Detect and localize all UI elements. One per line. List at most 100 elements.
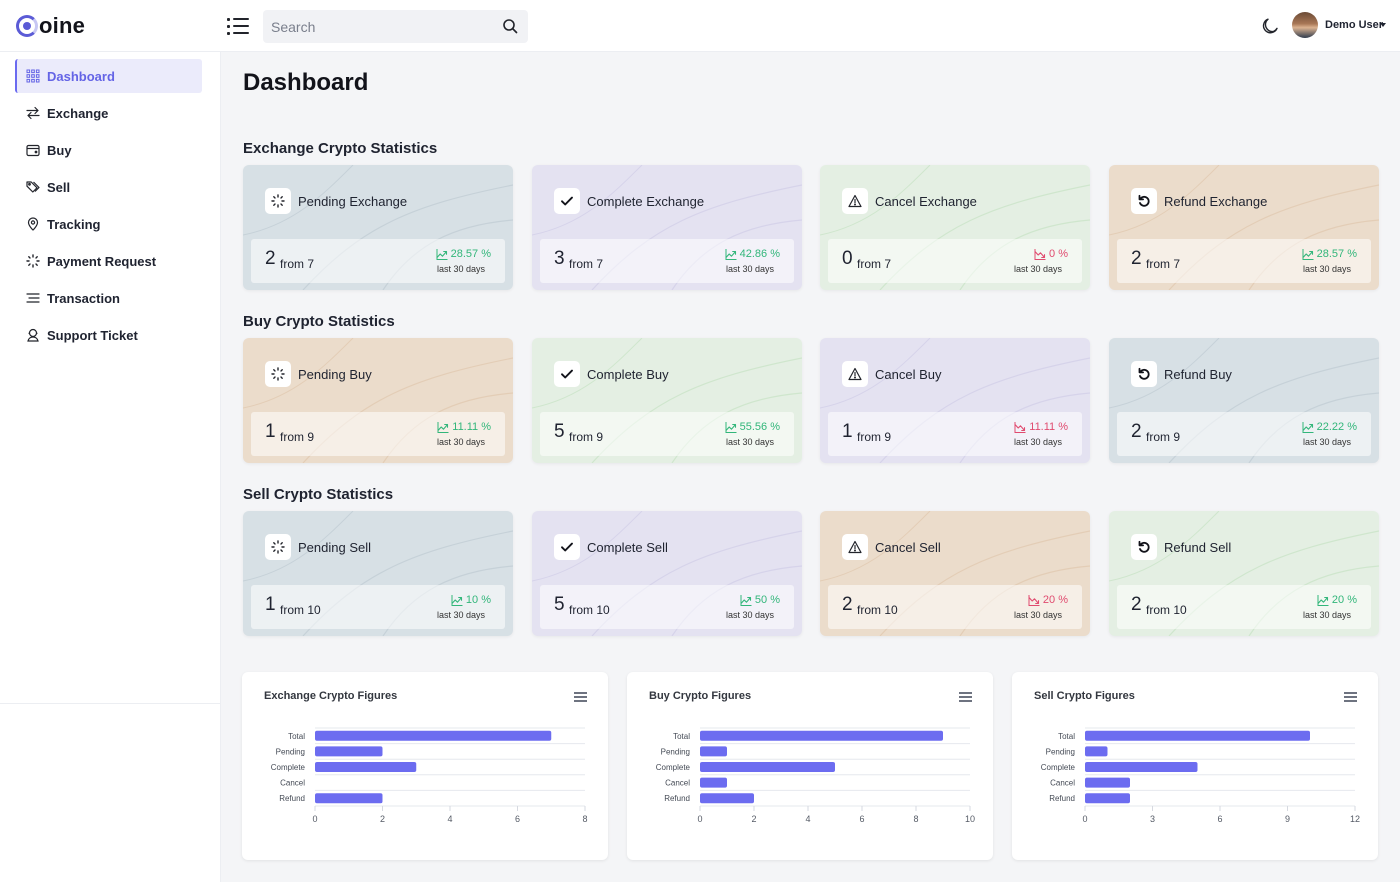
card-period: last 30 days (1013, 264, 1062, 274)
chart-panel-buy: Buy Crypto Figures 0 2 4 6 8 10 Total Pending Co… (627, 672, 993, 860)
card-percent-value: 22.22 % (1316, 421, 1357, 433)
stat-card-complete-sell[interactable]: Complete Sell 5 from 10 50 % last 30 days (532, 511, 802, 636)
card-period: last 30 days (725, 437, 774, 447)
stat-card-cancel-buy[interactable]: Cancel Buy 1 from 9 11.11 % last 30 days (820, 338, 1090, 463)
bar-refund (1085, 793, 1130, 804)
section-title-buy: Buy Crypto Statistics (243, 313, 395, 330)
card-percent-value: 20 % (1042, 594, 1068, 606)
refund-icon (1138, 194, 1150, 207)
stat-card-pending-buy[interactable]: Pending Buy 1 from 9 11.11 % last 30 days (243, 338, 513, 463)
card-title: Complete Exchange (587, 194, 705, 209)
card-percent: 42.86 % (725, 248, 780, 260)
card-from: from 9 (1146, 430, 1181, 444)
stat-card-cancel-exchange[interactable]: Cancel Exchange 0 from 7 0 % last 30 days (820, 165, 1090, 290)
user-name[interactable]: Demo User (1325, 19, 1384, 31)
refund-icon (1138, 367, 1150, 380)
card-icon-box (265, 361, 291, 387)
card-from: from 9 (280, 430, 315, 444)
check-icon (561, 196, 573, 206)
bar-pending (700, 746, 727, 757)
card-stats: 0 from 7 0 % last 30 days (828, 239, 1082, 283)
page-title: Dashboard (243, 69, 369, 96)
stat-card-refund-exchange[interactable]: Refund Exchange 2 from 7 28.57 % last 30 day… (1109, 165, 1379, 290)
sidebar-item-tracking[interactable]: Tracking (15, 207, 202, 241)
card-icon-box (842, 188, 868, 214)
card-icon-box (554, 534, 580, 560)
card-percent: 0 % (1034, 248, 1068, 260)
x-tick-label: 10 (965, 814, 975, 824)
x-tick-label: 2 (380, 814, 385, 824)
y-category-label: Refund (1049, 794, 1075, 803)
bar-refund (315, 793, 383, 804)
stat-card-pending-exchange[interactable]: Pending Exchange 2 from 7 28.57 % last 30 da… (243, 165, 513, 290)
sidebar-item-support-ticket[interactable]: Support Ticket (15, 318, 202, 352)
card-from: from 7 (857, 257, 892, 271)
refund-icon (1138, 540, 1150, 553)
stat-card-complete-exchange[interactable]: Complete Exchange 3 from 7 42.86 % last 30 d… (532, 165, 802, 290)
x-tick-label: 6 (859, 814, 864, 824)
search-icon[interactable] (502, 18, 518, 34)
card-icon-box (842, 361, 868, 387)
y-category-label: Total (673, 732, 690, 741)
trend-up-icon (725, 249, 737, 260)
menu-toggle-icon[interactable] (226, 15, 250, 37)
card-period: last 30 days (1302, 437, 1351, 447)
top-header: oine Demo User (0, 0, 1400, 52)
stat-card-refund-buy[interactable]: Refund Buy 2 from 9 22.22 % last 30 days (1109, 338, 1379, 463)
brand-logo[interactable]: oine (16, 13, 85, 39)
chart-menu-icon[interactable] (574, 692, 587, 702)
stat-card-complete-buy[interactable]: Complete Buy 5 from 9 55.56 % last 30 days (532, 338, 802, 463)
chart-menu-icon[interactable] (959, 692, 972, 702)
bar-pending (1085, 746, 1108, 757)
sidebar-item-dashboard[interactable]: Dashboard (15, 59, 202, 93)
sidebar-item-sell[interactable]: Sell (15, 170, 202, 204)
x-tick-label: 0 (1082, 814, 1087, 824)
card-percent-value: 28.57 % (1316, 248, 1357, 260)
card-from: from 10 (569, 603, 610, 617)
bar-chart: 0 3 6 9 12 Total Pending Complete Cancel Refund (1041, 727, 1360, 824)
card-title: Cancel Exchange (875, 194, 977, 209)
x-tick-label: 6 (1217, 814, 1222, 824)
sidebar-item-transaction[interactable]: Transaction (15, 281, 202, 315)
sidebar-item-payment-request[interactable]: Payment Request (15, 244, 202, 278)
stat-card-refund-sell[interactable]: Refund Sell 2 from 10 20 % last 30 days (1109, 511, 1379, 636)
card-icon-box (1131, 188, 1157, 214)
card-icon-box (265, 188, 291, 214)
sidebar-item-label: Buy (47, 143, 72, 158)
y-category-label: Pending (661, 747, 690, 756)
lines-icon (26, 293, 40, 303)
card-value: 1 (842, 421, 853, 442)
y-category-label: Complete (656, 763, 691, 772)
card-title: Cancel Buy (875, 367, 942, 382)
bar-refund (700, 793, 754, 804)
user-avatar[interactable] (1292, 12, 1318, 38)
dark-mode-moon-icon[interactable] (1260, 16, 1280, 36)
card-stats: 2 from 7 28.57 % last 30 days (251, 239, 505, 283)
card-period: last 30 days (436, 437, 485, 447)
sidebar-item-label: Tracking (47, 217, 101, 232)
bar-total (700, 730, 943, 741)
chart-title: Exchange Crypto Figures (264, 690, 398, 702)
card-title: Refund Sell (1164, 540, 1232, 555)
card-percent: 55.56 % (725, 421, 780, 433)
bar-cancel (700, 777, 727, 788)
x-tick-label: 8 (582, 814, 587, 824)
search-box (263, 10, 528, 43)
trend-up-icon (451, 595, 463, 606)
bar-complete (1085, 762, 1198, 772)
loader-icon (271, 194, 285, 208)
chart-menu-icon[interactable] (1344, 692, 1357, 702)
sidebar-item-exchange[interactable]: Exchange (15, 96, 202, 130)
check-icon (561, 369, 573, 379)
sidebar-item-buy[interactable]: Buy (15, 133, 202, 167)
wallet-icon (26, 144, 40, 157)
x-tick-label: 0 (312, 814, 317, 824)
logo-coin-icon (16, 15, 38, 37)
bar-total (1085, 730, 1310, 741)
stat-card-cancel-sell[interactable]: Cancel Sell 2 from 10 20 % last 30 days (820, 511, 1090, 636)
search-input[interactable] (271, 16, 491, 37)
chevron-down-icon[interactable] (1380, 23, 1386, 27)
card-percent: 28.57 % (1302, 248, 1357, 260)
bar-chart: 0 2 4 6 8 Total Pending Complete Cancel Refund (271, 727, 588, 824)
stat-card-pending-sell[interactable]: Pending Sell 1 from 10 10 % last 30 days (243, 511, 513, 636)
